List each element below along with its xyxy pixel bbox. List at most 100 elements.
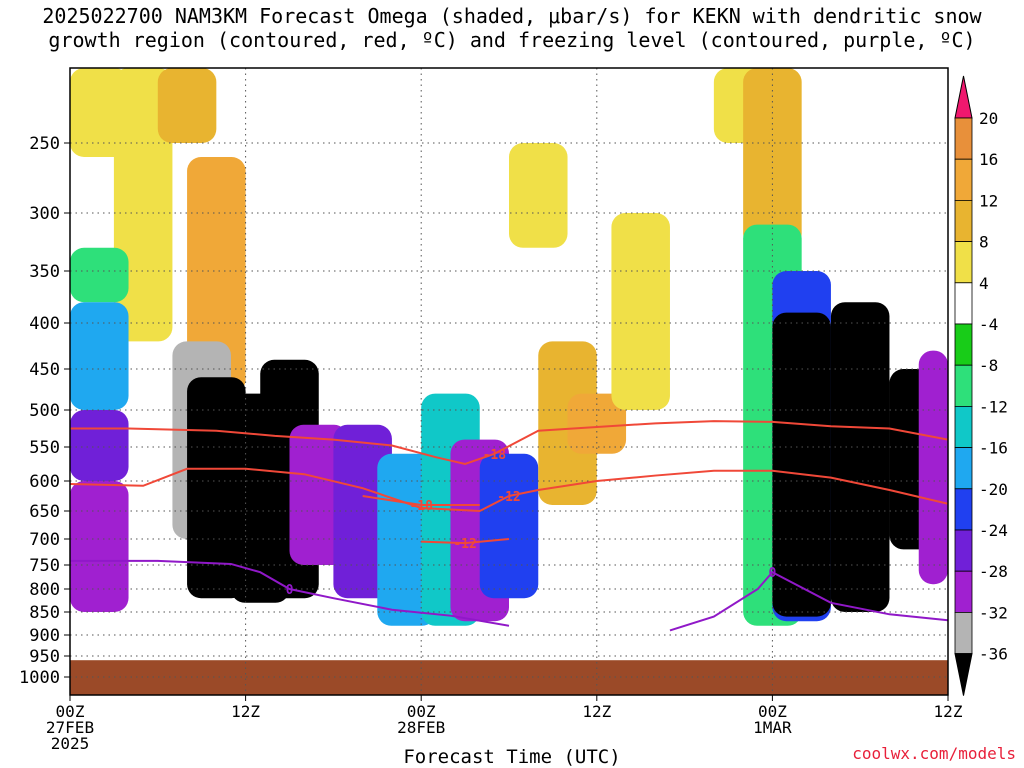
omega-cell: [377, 453, 436, 626]
y-tick-label: 250: [29, 134, 60, 154]
y-tick-label: 800: [29, 580, 60, 600]
dgz-contour-label: -12: [453, 537, 476, 552]
y-tick-label: 750: [29, 556, 60, 576]
x-tick-date: 1MAR: [753, 718, 792, 737]
dgz-contour-label: -18: [409, 499, 433, 514]
x-tick-label: 00Z: [758, 702, 787, 721]
dgz-contour: [70, 467, 948, 513]
colorbar-label: -16: [979, 439, 1008, 458]
colorbar-swatch: [954, 117, 973, 160]
omega-cell: [70, 68, 129, 157]
colorbar-label: -12: [979, 397, 1008, 416]
colorbar-swatch: [954, 364, 973, 407]
y-tick-label: 650: [29, 502, 60, 522]
omega-cell: [70, 302, 129, 410]
y-axis-ticks: 250 300 350 400 450 500 550 600 650 700 750 800 850 9…: [19, 134, 70, 688]
dgz-contour: [70, 420, 948, 466]
x-tick-label: 00Z: [407, 702, 436, 721]
omega-cell: [70, 247, 129, 303]
y-tick-label: 900: [29, 626, 60, 646]
y-tick-label: 350: [29, 262, 60, 282]
freezing-contour: [669, 570, 948, 632]
omega-cell: [611, 213, 670, 410]
contour-lines: -18 -12 -18 -12 0 0: [70, 420, 948, 632]
dgz-contour: [362, 495, 480, 506]
omega-cell: [918, 350, 948, 585]
colorbar-swatch: [954, 241, 973, 284]
colorbar-swatch: [954, 570, 973, 613]
dgz-contour-label: -12: [497, 490, 520, 505]
omega-cell: [743, 68, 802, 248]
colorbar-label: -36: [979, 645, 1008, 664]
chart-title: 2025022700 NAM3KM Forecast Omega (shaded…: [0, 4, 1024, 52]
omega-cell: [830, 302, 890, 612]
dgz-contour: [421, 538, 510, 545]
grid-lines: [70, 68, 948, 695]
y-tick-label: 500: [29, 401, 60, 421]
colorbar: 20 16 12 8 4 -4 -8 -12 -16 -20 -24 -28 -32 -36: [954, 75, 1008, 696]
colorbar-label: 8: [979, 233, 989, 252]
colorbar-swatch: [954, 612, 973, 655]
omega-cell: [187, 157, 246, 394]
omega-cell: [70, 481, 129, 612]
colorbar-swatch: [954, 199, 973, 242]
y-tick-label: 400: [29, 314, 60, 334]
omega-cell: [479, 453, 539, 599]
colorbar-label: 4: [979, 274, 989, 293]
x-tick-label: 00Z: [56, 702, 85, 721]
x-tick-year: 2025: [51, 734, 90, 753]
omega-shading: [70, 68, 948, 626]
axes: [69, 67, 949, 696]
freezing-contour-label: 0: [768, 566, 776, 581]
colorbar-label: -24: [979, 521, 1008, 540]
y-tick-label: 1000: [19, 668, 60, 688]
colorbar-label: -20: [979, 480, 1008, 499]
colorbar-swatch: [954, 488, 973, 531]
colorbar-bottom-arrow: [954, 653, 973, 696]
colorbar-swatch: [954, 405, 973, 448]
freezing-contour: [70, 559, 510, 627]
colorbar-label: -4: [979, 315, 998, 334]
colorbar-label: 12: [979, 191, 998, 210]
x-tick-date: 28FEB: [397, 718, 445, 737]
x-tick-label: 12Z: [231, 702, 260, 721]
colorbar-label: -28: [979, 562, 1008, 581]
y-tick-label: 600: [29, 472, 60, 492]
credit-link[interactable]: coolwx.com/models: [852, 744, 1016, 763]
title-line-2: growth region (contoured, red, ºC) and f…: [48, 28, 976, 52]
title-line-1: 2025022700 NAM3KM Forecast Omega (shaded…: [42, 4, 982, 28]
dgz-contour-label: -18: [483, 448, 507, 463]
y-tick-label: 950: [29, 647, 60, 667]
colorbar-label: -8: [979, 356, 998, 375]
omega-cell: [157, 68, 217, 143]
ground-fill: [70, 660, 948, 695]
omega-cell: [70, 410, 129, 481]
colorbar-label: 16: [979, 150, 998, 169]
y-tick-label: 550: [29, 438, 60, 458]
omega-cell: [113, 68, 173, 342]
ground-layer: [70, 660, 948, 695]
omega-cell: [772, 312, 831, 617]
y-tick-label: 450: [29, 360, 60, 380]
colorbar-swatch: [954, 529, 973, 572]
plot-frame: [69, 67, 949, 696]
x-axis-label: Forecast Time (UTC): [403, 746, 621, 768]
y-tick-label: 300: [29, 204, 60, 224]
x-tick-date: 27FEB: [46, 718, 94, 737]
x-tick-label: 12Z: [934, 702, 963, 721]
colorbar-label: 20: [979, 109, 998, 128]
colorbar-swatch: [954, 158, 973, 201]
colorbar-top-arrow: [954, 75, 973, 119]
freezing-contour-label: 0: [286, 583, 294, 598]
omega-cell: [567, 393, 627, 454]
colorbar-swatch: [954, 447, 973, 490]
colorbar-swatch: [954, 282, 973, 325]
colorbar-label: -32: [979, 603, 1008, 622]
y-tick-label: 700: [29, 530, 60, 550]
x-tick-label: 12Z: [582, 702, 611, 721]
colorbar-swatch: [954, 323, 973, 366]
y-tick-label: 850: [29, 603, 60, 623]
omega-cell: [509, 143, 568, 248]
